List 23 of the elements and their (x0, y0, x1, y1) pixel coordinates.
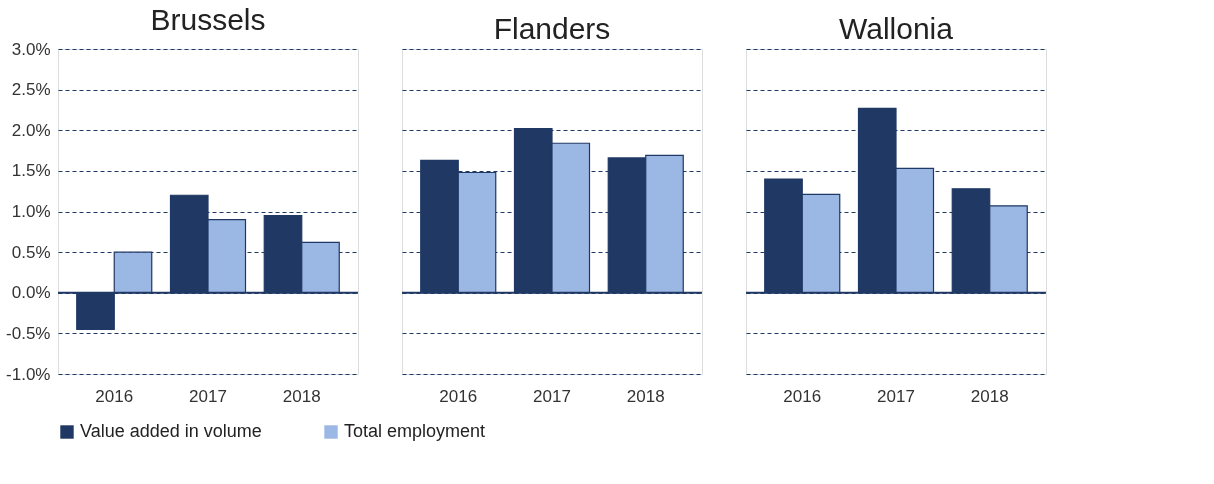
chart-title: Wallonia (839, 12, 954, 45)
y-tick-label: 1.0% (11, 202, 51, 221)
x-tick-label: 2016 (95, 386, 134, 406)
x-tick-label: 2018 (282, 386, 321, 406)
y-tick-label: -0.5% (6, 323, 51, 343)
chart-title: Brussels (150, 3, 266, 36)
y-tick-label: -1.0% (6, 364, 51, 384)
y-tick-label: 0.0% (11, 283, 51, 303)
y-tick-label: 1.5% (11, 161, 51, 181)
x-tick-label: 2016 (783, 386, 822, 406)
x-tick-label: 2016 (439, 386, 478, 406)
x-tick-label: 2018 (970, 386, 1009, 406)
y-tick-label: 2.0% (11, 120, 51, 140)
x-tick-label: 2018 (626, 386, 665, 406)
chart-title: Flanders (493, 12, 611, 45)
x-tick-label: 2017 (877, 386, 915, 406)
x-tick-label: 2017 (189, 386, 227, 406)
legend-label: Total employment (344, 421, 486, 441)
y-tick-label: 0.5% (11, 242, 51, 262)
x-tick-label: 2017 (533, 386, 571, 406)
legend-label: Value added in volume (80, 421, 262, 441)
y-tick-label: 2.5% (11, 80, 51, 100)
y-tick-label: 3.0% (11, 39, 51, 59)
